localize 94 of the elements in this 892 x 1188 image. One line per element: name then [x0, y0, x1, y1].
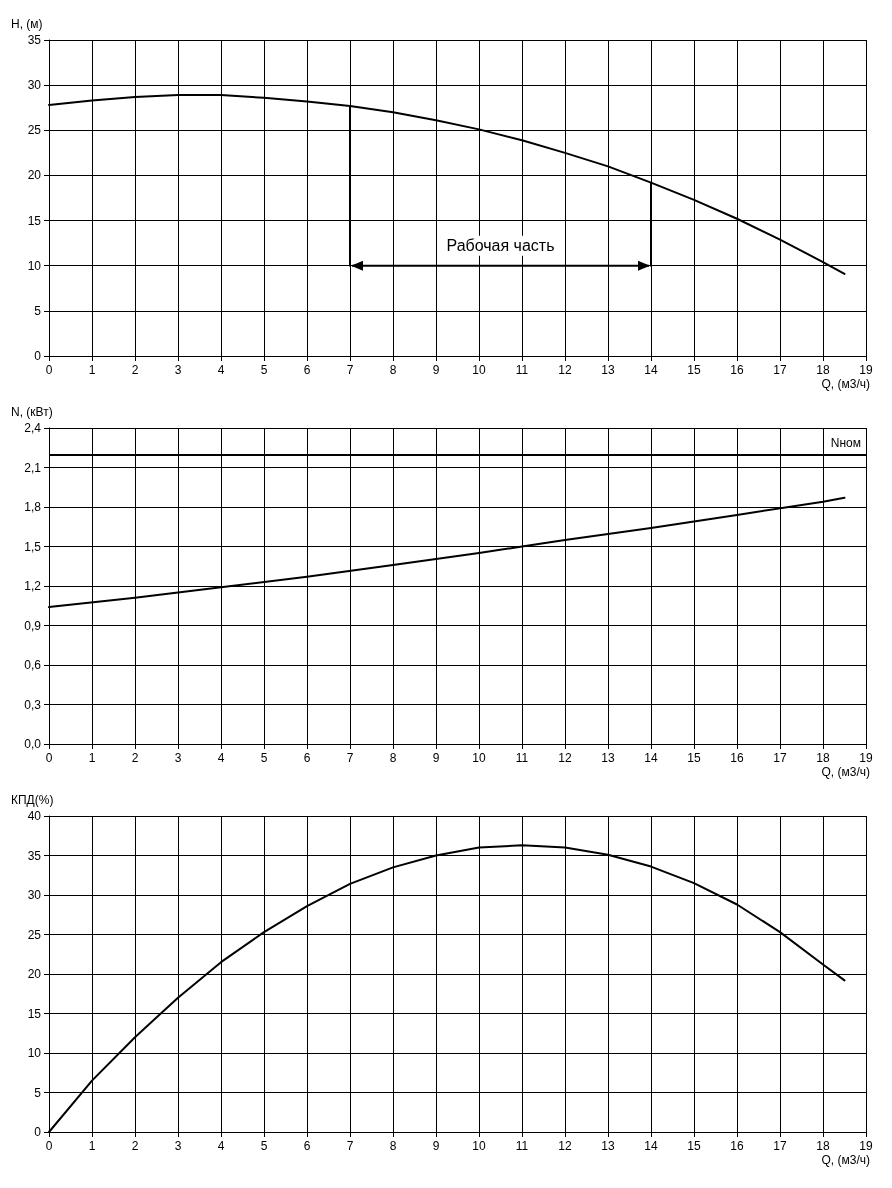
- y-tick-label: 1,5: [24, 539, 42, 554]
- x-tick-label: 10: [472, 1139, 486, 1153]
- y-tick-label: 20: [27, 967, 42, 981]
- x-tick-label: 19: [859, 363, 873, 377]
- x-tick-label: 12: [558, 751, 572, 765]
- x-tick-label: 14: [644, 363, 658, 377]
- y-tick-label: 15: [27, 213, 42, 228]
- x-tick-label: 0: [45, 363, 53, 377]
- ref-line-label: Nном: [830, 436, 861, 451]
- x-tick-label: 12: [558, 363, 572, 377]
- x-tick-label: 13: [601, 751, 615, 765]
- x-tick-label: 17: [773, 1139, 787, 1153]
- x-tick-label: 3: [174, 363, 182, 377]
- x-tick-label: 19: [859, 1139, 873, 1153]
- x-tick-label: 16: [730, 1139, 744, 1153]
- x-tick-label: 7: [346, 751, 354, 765]
- y-tick-label: 15: [27, 1006, 42, 1021]
- x-tick-label: 8: [389, 751, 397, 765]
- x-tick-label: 17: [773, 751, 787, 765]
- y-tick-label: 10: [27, 258, 42, 273]
- x-tick-label: 8: [389, 1139, 397, 1153]
- x-tick-label: 6: [303, 363, 311, 377]
- y-tick-label: 0: [34, 349, 42, 363]
- y-tick-label: 0,0: [24, 737, 42, 751]
- y-tick-label: 25: [27, 123, 42, 138]
- x-tick-label: 5: [260, 363, 268, 377]
- y-tick-label: 25: [27, 927, 42, 942]
- x-tick-label: 1: [88, 363, 96, 377]
- x-tick-label: 2: [131, 751, 139, 765]
- x-tick-label: 14: [644, 751, 658, 765]
- x-tick-label: 5: [260, 751, 268, 765]
- x-tick-label: 7: [346, 1139, 354, 1153]
- x-axis-title: Q, (м3/ч): [821, 765, 870, 779]
- y-tick-label: 2,1: [24, 460, 42, 475]
- y-tick-label: 0: [34, 1125, 42, 1139]
- x-tick-label: 4: [217, 363, 225, 377]
- x-tick-label: 6: [303, 751, 311, 765]
- y-tick-label: 20: [27, 168, 42, 183]
- y-tick-label: 1,2: [24, 579, 42, 593]
- x-tick-label: 1: [88, 751, 96, 765]
- x-tick-label: 8: [389, 363, 397, 377]
- x-tick-label: 9: [432, 363, 440, 377]
- x-tick-label: 5: [260, 1139, 268, 1153]
- x-tick-label: 14: [644, 1139, 658, 1153]
- x-tick-label: 4: [217, 751, 225, 765]
- x-tick-label: 15: [687, 751, 701, 765]
- y-axis-title: N, (кВт): [11, 405, 53, 419]
- x-tick-label: 10: [472, 363, 486, 377]
- x-tick-label: 11: [515, 363, 529, 377]
- y-tick-label: 10: [27, 1046, 42, 1060]
- y-tick-label: 2,4: [24, 421, 42, 435]
- x-tick-label: 6: [303, 1139, 311, 1153]
- x-tick-label: 0: [45, 751, 53, 765]
- x-axis-title: Q, (м3/ч): [821, 1153, 870, 1167]
- x-tick-label: 13: [601, 363, 615, 377]
- x-tick-label: 18: [816, 363, 830, 377]
- x-tick-label: 10: [472, 751, 486, 765]
- x-tick-label: 19: [859, 751, 873, 765]
- x-tick-label: 16: [730, 363, 744, 377]
- x-tick-label: 18: [816, 1139, 830, 1153]
- x-tick-label: 1: [88, 1139, 96, 1153]
- x-tick-label: 2: [131, 363, 139, 377]
- x-tick-label: 15: [687, 363, 701, 377]
- y-tick-label: 35: [27, 848, 42, 863]
- x-tick-label: 7: [346, 363, 354, 377]
- annotation: Рабочая часть: [446, 237, 555, 255]
- y-tick-label: 35: [27, 33, 42, 47]
- x-tick-label: 3: [174, 751, 182, 765]
- x-tick-label: 18: [816, 751, 830, 765]
- x-tick-label: 4: [217, 1139, 225, 1153]
- x-tick-label: 16: [730, 751, 744, 765]
- x-axis-title: Q, (м3/ч): [821, 377, 870, 391]
- x-tick-label: 9: [432, 751, 440, 765]
- y-tick-label: 5: [34, 303, 42, 318]
- y-axis-title: КПД(%): [11, 793, 54, 807]
- y-tick-label: 0,6: [24, 658, 42, 672]
- x-tick-label: 0: [45, 1139, 53, 1153]
- x-tick-label: 12: [558, 1139, 572, 1153]
- x-tick-label: 3: [174, 1139, 182, 1153]
- x-tick-label: 13: [601, 1139, 615, 1153]
- y-tick-label: 30: [27, 78, 42, 93]
- x-tick-label: 9: [432, 1139, 440, 1153]
- x-tick-label: 11: [515, 1139, 529, 1153]
- y-tick-label: 40: [27, 809, 42, 823]
- x-tick-label: 17: [773, 363, 787, 377]
- y-tick-label: 0,3: [24, 697, 42, 712]
- x-tick-label: 2: [131, 1139, 139, 1153]
- y-tick-label: 0,9: [24, 618, 42, 633]
- y-tick-label: 30: [27, 888, 42, 902]
- y-tick-label: 1,8: [24, 500, 42, 514]
- x-tick-label: 15: [687, 1139, 701, 1153]
- y-tick-label: 5: [34, 1085, 42, 1100]
- y-axis-title: H, (м): [11, 17, 43, 31]
- x-tick-label: 11: [515, 751, 529, 765]
